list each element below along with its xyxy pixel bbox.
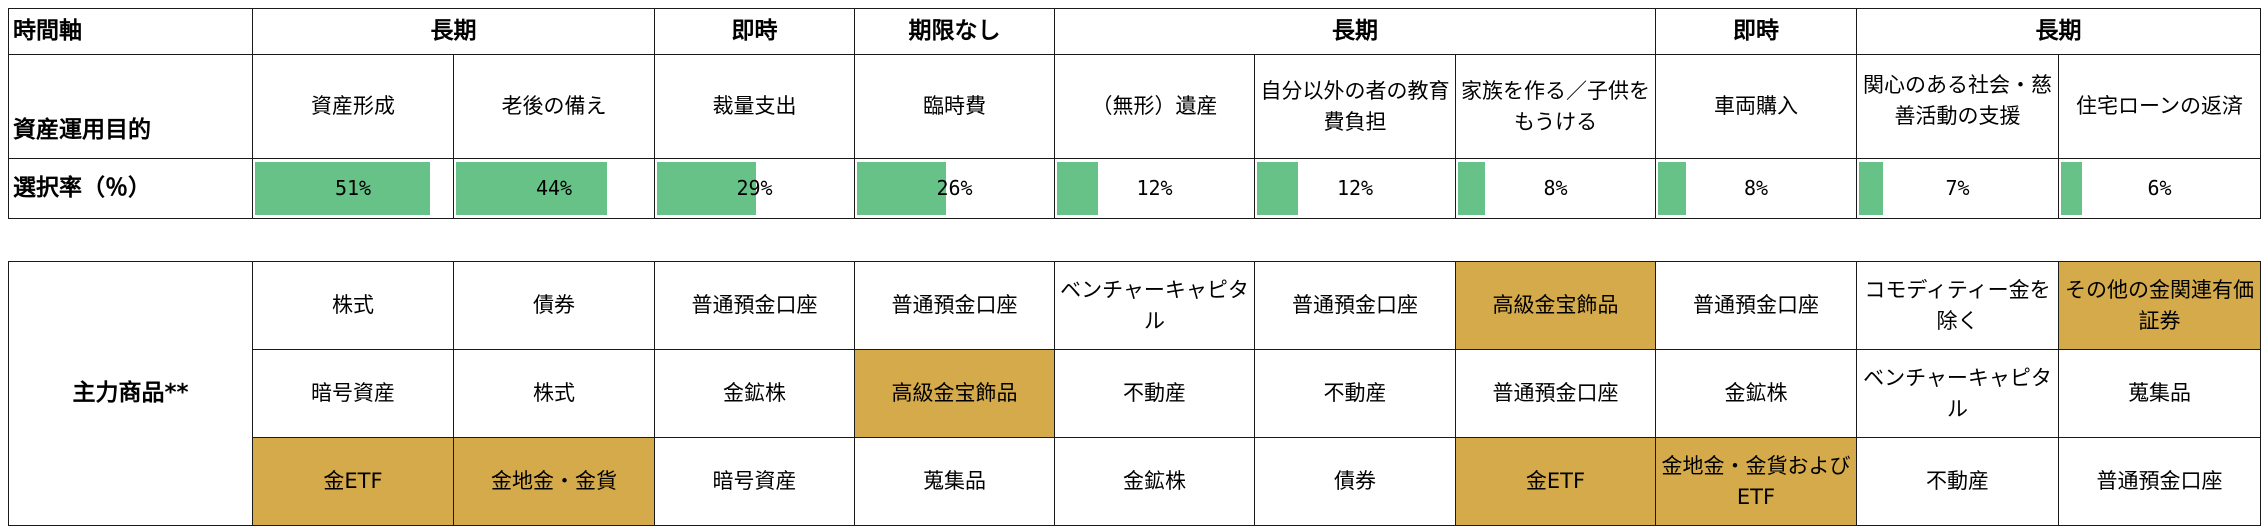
rate-bar: [857, 162, 946, 215]
product-cell: 普通預金口座: [854, 261, 1055, 350]
rate-value: 44%: [535, 176, 573, 200]
products-row: 主力商品** 株式 債券 普通預金口座 普通預金口座 ベンチャーキャピタル 普通預金口座高…: [8, 261, 2261, 526]
rate-cell: 12%: [1254, 158, 1456, 219]
rate-bar: [1859, 162, 1884, 215]
product-cell: 債券: [453, 261, 655, 350]
goal-cell: 臨時費: [854, 54, 1055, 159]
rate-value: 29%: [736, 176, 773, 200]
rate-bar: [1257, 162, 1299, 215]
rate-value: 12%: [1336, 176, 1374, 200]
product-cell: ベンチャーキャピタル: [1054, 261, 1255, 350]
goal-cell-text: 関心のある社会・慈善活動の支援: [1863, 72, 2053, 128]
rate-value: 26%: [936, 176, 973, 200]
rate-cell: 6%: [2058, 158, 2262, 219]
product-cell: 普通預金口座: [1254, 261, 1456, 350]
product-cell: 暗号資産: [654, 437, 855, 526]
horizon-row: 時間軸 長期 即時 期限なし 長期 即時 長期: [8, 8, 2262, 55]
rate-value: 12%: [1136, 176, 1173, 200]
goal-cell: 老後の備え: [453, 54, 655, 159]
rate-cell: 7%: [1856, 158, 2060, 219]
product-cell: 蒐集品: [2058, 349, 2261, 438]
product-cell: 普通預金口座: [1455, 349, 1656, 438]
products-row: 暗号資産 株式 金鉱株 高級金宝飾品 不動産 不動産 普通預金口座 金鉱株 ベンチャーキャピタル…: [9, 349, 2261, 438]
product-cell: 金ETF: [1455, 437, 1656, 526]
goal-cell: 車両購入: [1655, 54, 1858, 159]
product-cell: ベンチャーキャピタル: [1856, 349, 2059, 438]
horizon-group: 長期: [1856, 8, 2262, 55]
products-label: 主力商品**: [8, 261, 253, 526]
goal-cell: （無形）遺産: [1054, 54, 1255, 159]
rate-bar: [2061, 162, 2082, 215]
product-cell: 高級金宝飾品: [854, 349, 1055, 438]
rate-cell: 44%: [453, 158, 655, 219]
goal-cell: 住宅ローンの返済: [2058, 54, 2262, 159]
product-cell: 不動産: [1054, 349, 1255, 438]
rate-bar: [657, 162, 757, 215]
horizon-group: 即時: [654, 8, 855, 55]
goals-table: 時間軸 長期 即時 期限なし 長期 即時 長期 資産運用目的 資産形成 老後の備…: [8, 8, 2262, 219]
product-cell: 普通預金口座: [1655, 261, 1857, 350]
rate-bar: [456, 162, 608, 215]
product-cell: 高級金宝飾品: [1455, 261, 1656, 350]
rate-value: 8%: [1743, 176, 1769, 200]
rate-value: 7%: [1945, 176, 1970, 200]
goal-cell: 自分以外の者の教育費負担: [1254, 54, 1456, 159]
product-cell: 株式: [252, 261, 454, 350]
product-cell: その他の金関連有価証券: [2058, 261, 2261, 350]
rate-bar: [1658, 162, 1686, 215]
goal-cell: 家族を作る／子供をもうける: [1454, 54, 1657, 159]
horizon-group: 期限なし: [854, 8, 1055, 55]
horizon-group: 即時: [1655, 8, 1858, 55]
goal-cell: 資産形成: [252, 54, 454, 159]
rate-value: 51%: [334, 176, 372, 200]
product-cell: 暗号資産: [252, 349, 454, 438]
rate-cell: 51%: [252, 158, 454, 219]
products-table: 主力商品** 株式 債券 普通預金口座 普通預金口座 ベンチャーキャピタル 普通預金口座高…: [8, 261, 2261, 526]
product-cell: 金鉱株: [1655, 349, 1857, 438]
goal-label: 資産運用目的: [8, 54, 253, 159]
horizon-label: 時間軸: [8, 8, 253, 55]
rate-cell: 29%: [654, 158, 855, 219]
goal-cell: 裁量支出: [654, 54, 855, 159]
goal-cell: 関心のある社会・慈善活動の支援: [1856, 54, 2060, 159]
rate-cell: 12%: [1054, 158, 1255, 219]
rate-cell: 8%: [1454, 158, 1657, 219]
rate-cell: 8%: [1655, 158, 1858, 219]
horizon-group: 長期: [252, 8, 655, 55]
product-cell: 金鉱株: [1054, 437, 1255, 526]
rate-value: 8%: [1543, 176, 1568, 200]
product-cell: 金地金・金貨: [453, 437, 655, 526]
rate-bar: [1458, 162, 1486, 215]
product-cell: 債券: [1254, 437, 1456, 526]
product-cell: 普通預金口座: [654, 261, 855, 350]
rate-bar: [1057, 162, 1099, 215]
product-cell: 株式: [453, 349, 655, 438]
product-cell: 不動産: [1856, 437, 2059, 526]
rate-row: 選択率（％） 51% 44% 29% 26% 12% 12% 8% 8% 7% 6%: [8, 158, 2262, 219]
rate-bar: [255, 162, 431, 215]
product-cell: 金鉱株: [654, 349, 855, 438]
horizon-group: 長期: [1053, 8, 1657, 55]
product-cell: 普通預金口座: [2058, 437, 2261, 526]
product-cell: 金ETF: [252, 437, 454, 526]
product-cell: 金地金・金貨およびETF: [1655, 437, 1857, 526]
rate-label: 選択率（％）: [8, 158, 253, 219]
product-cell: 蒐集品: [854, 437, 1055, 526]
rate-value: 6%: [2147, 176, 2172, 200]
product-cell: コモディティー金を除く: [1856, 261, 2059, 350]
rate-cell: 26%: [854, 158, 1055, 219]
products-row: 金ETF 金地金・金貨 暗号資産 蒐集品 金鉱株 債券 金ETF 金地金・金貨およびETF 不動…: [9, 437, 2261, 526]
product-cell: 不動産: [1254, 349, 1456, 438]
goal-row: 資産運用目的 資産形成 老後の備え 裁量支出 臨時費 （無形）遺産 自分以外の者…: [8, 54, 2262, 159]
